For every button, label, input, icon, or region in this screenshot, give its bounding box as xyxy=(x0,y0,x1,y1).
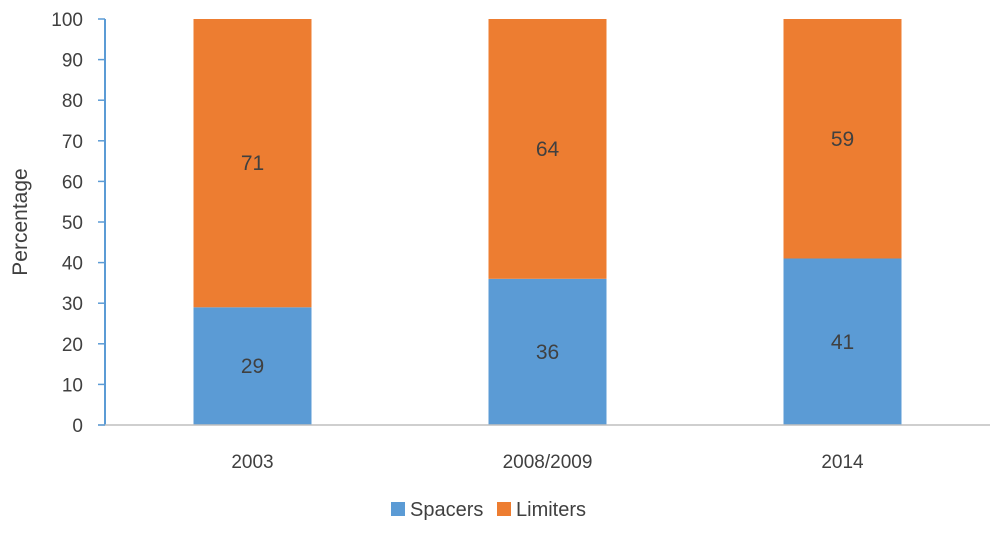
legend: Spacers Limiters xyxy=(391,499,586,521)
bar-spacers-1 xyxy=(488,278,607,425)
data-label-spacers-0: 29 xyxy=(241,355,264,378)
x-tick-label-1: 2008/2009 xyxy=(503,452,593,473)
legend-swatch-spacers xyxy=(391,502,405,516)
y-tick-label-8: 80 xyxy=(62,91,83,112)
bar-limiters-1 xyxy=(488,19,607,279)
plot-area: 29 71 2003 36 64 2008/2009 41 59 2014 0 10 20 30 40 50… xyxy=(51,10,990,473)
y-tick-label-1: 10 xyxy=(62,375,83,396)
legend-label-spacers: Spacers xyxy=(410,499,483,521)
y-tick-label-5: 50 xyxy=(62,213,83,234)
bar-limiters-2 xyxy=(783,19,902,259)
bar-limiters-0 xyxy=(193,19,312,308)
y-tick-label-4: 40 xyxy=(62,254,83,275)
y-tick-label-10: 100 xyxy=(51,10,83,31)
legend-label-limiters: Limiters xyxy=(516,499,586,521)
y-tick-label-6: 60 xyxy=(62,172,83,193)
y-tick-label-3: 30 xyxy=(62,294,83,315)
y-tick-label-2: 20 xyxy=(62,335,83,356)
x-tick-label-0: 2003 xyxy=(231,452,273,473)
data-label-limiters-0: 71 xyxy=(241,152,264,175)
bar-spacers-0 xyxy=(193,307,312,425)
y-tick-label-0: 0 xyxy=(72,416,83,437)
x-tick-label-2: 2014 xyxy=(821,452,864,473)
y-tick-label-9: 90 xyxy=(62,51,83,72)
bar-spacers-2 xyxy=(783,258,902,425)
data-label-spacers-1: 36 xyxy=(536,341,559,364)
y-axis-title: Percentage xyxy=(9,168,32,275)
data-label-limiters-1: 64 xyxy=(536,138,560,161)
data-label-limiters-2: 59 xyxy=(831,128,854,151)
y-tick-label-7: 70 xyxy=(62,132,83,153)
legend-swatch-limiters xyxy=(497,502,511,516)
data-label-spacers-2: 41 xyxy=(831,331,854,354)
